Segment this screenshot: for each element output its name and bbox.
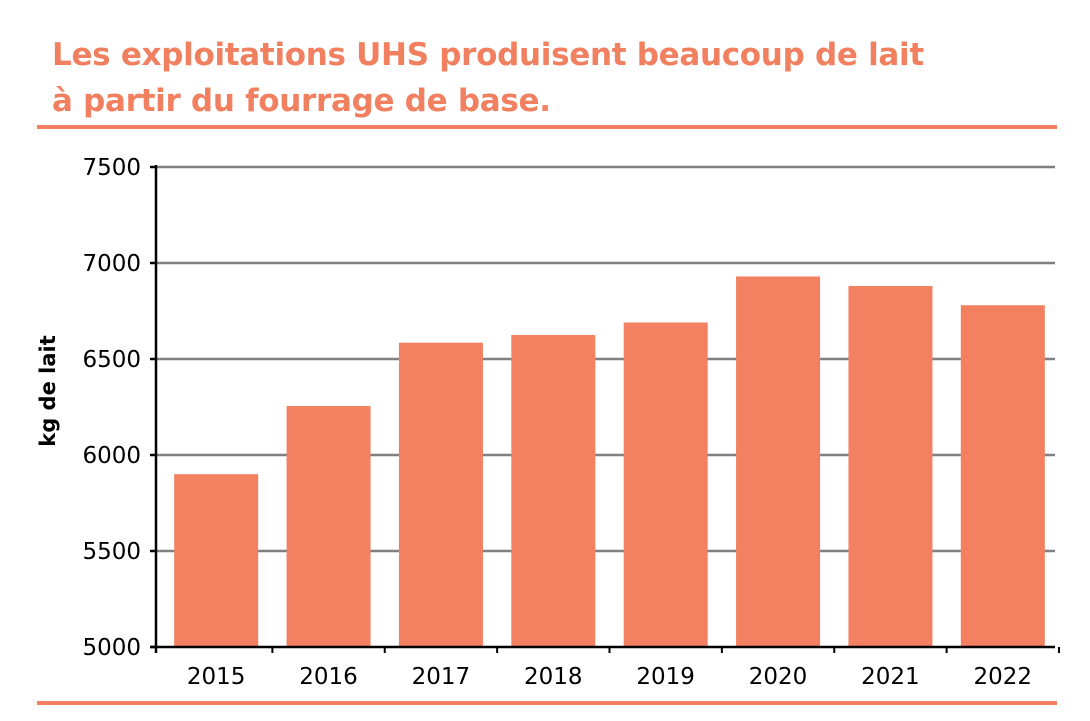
x-tick-label: 2020 [749, 664, 808, 690]
bar-2018 [511, 335, 596, 647]
title-line-2: à partir du fourrage de base. [52, 83, 551, 119]
chart-title: Les exploitations UHS produisent beaucou… [52, 32, 924, 124]
bar-2015 [174, 474, 259, 647]
bar-2019 [623, 322, 708, 647]
y-tick-label: 6000 [82, 443, 141, 469]
x-tick-label: 2017 [412, 664, 471, 690]
x-tick-label: 2016 [299, 664, 358, 690]
y-tick-label: 6500 [82, 347, 141, 373]
x-tick-label: 2015 [187, 664, 246, 690]
x-tick-label: 2018 [524, 664, 583, 690]
y-tick-label: 5000 [82, 635, 141, 661]
y-axis-label: kg de lait [36, 335, 60, 447]
bar-2022 [960, 305, 1045, 647]
bar-2016 [286, 406, 371, 647]
bottom-divider [37, 701, 1057, 705]
bar-2021 [848, 286, 933, 647]
title-divider [37, 125, 1057, 129]
y-tick-label: 7000 [82, 251, 141, 277]
title-line-1: Les exploitations UHS produisent beaucou… [52, 37, 924, 73]
bar-2020 [736, 276, 821, 647]
x-tick-label: 2021 [861, 664, 920, 690]
bar-2017 [398, 342, 483, 647]
y-tick-label: 7500 [82, 155, 141, 181]
x-tick-label: 2019 [636, 664, 695, 690]
y-tick-label: 5500 [82, 539, 141, 565]
x-tick-label: 2022 [974, 664, 1033, 690]
